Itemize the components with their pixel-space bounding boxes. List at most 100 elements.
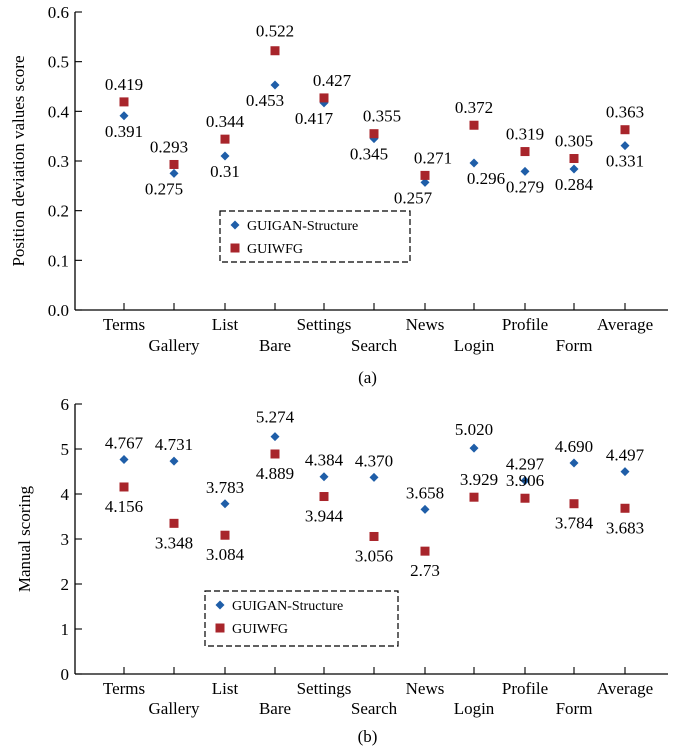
legend: GUIGAN-Structure GUIWFG (219, 210, 411, 263)
legend-entry: GUIWFG (232, 622, 288, 637)
point-guigan-structure (169, 456, 179, 466)
point-guigan-structure (319, 472, 329, 482)
y-tick-label: 0.6 (48, 3, 69, 22)
point-guigan-structure (420, 177, 430, 187)
point-guiwfg (220, 530, 230, 540)
point-guiwfg (319, 93, 329, 103)
point-guigan-structure (220, 151, 230, 161)
point-guiwfg (469, 120, 479, 130)
point-guigan-structure (119, 454, 129, 464)
point-guigan-structure (620, 467, 630, 477)
point-guiwfg (169, 159, 179, 169)
point-guigan-structure (620, 141, 630, 151)
data-label-guigan-structure: 5.020 (455, 420, 493, 439)
x-tick-label: List (212, 679, 239, 698)
point-guiwfg (569, 154, 579, 164)
legend: GUIGAN-Structure GUIWFG (204, 590, 399, 647)
point-guigan-structure (469, 443, 479, 453)
y-axis-label: Position deviation values score (9, 55, 28, 266)
legend-marker-square (215, 623, 225, 633)
x-tick-label: Bare (259, 699, 291, 718)
point-guigan-structure (270, 432, 280, 442)
x-tick-label: Login (454, 336, 495, 355)
x-tick-label: News (406, 315, 445, 334)
data-label-guiwfg: 0.427 (313, 71, 352, 90)
point-guiwfg (270, 449, 280, 459)
y-tick-label: 3 (61, 530, 70, 549)
point-guiwfg (569, 499, 579, 509)
point-guiwfg (469, 492, 479, 502)
point-guiwfg (119, 482, 129, 492)
point-guigan-structure (270, 80, 280, 90)
data-label-guiwfg: 3.056 (355, 546, 393, 565)
x-tick-label: Bare (259, 336, 291, 355)
data-label-guigan-structure: 0.345 (350, 145, 388, 164)
y-tick-label: 6 (61, 395, 70, 414)
legend-entry: GUIWFG (247, 242, 303, 257)
x-tick-label: Average (597, 315, 653, 334)
x-tick-label: Search (351, 699, 398, 718)
point-guiwfg (270, 46, 280, 56)
data-label-guigan-structure: 4.731 (155, 435, 193, 454)
point-guigan-structure (220, 499, 230, 509)
data-label-guiwfg: 3.784 (555, 514, 594, 533)
data-label-guigan-structure: 0.284 (555, 175, 594, 194)
y-tick-label: 0 (61, 665, 70, 684)
x-tick-label: Profile (502, 315, 548, 334)
y-tick-label: 0.2 (48, 202, 69, 221)
x-tick-label: Form (556, 699, 593, 718)
point-guigan-structure (569, 458, 579, 468)
data-label-guigan-structure: 0.257 (394, 188, 433, 207)
x-tick-label: Average (597, 679, 653, 698)
x-tick-label: Profile (502, 679, 548, 698)
y-tick-label: 2 (61, 575, 70, 594)
data-label-guiwfg: 3.929 (460, 470, 498, 489)
data-label-guigan-structure: 0.453 (246, 91, 284, 110)
point-guigan-structure (569, 164, 579, 174)
point-guiwfg (319, 492, 329, 502)
point-guiwfg (620, 503, 630, 513)
data-label-guiwfg: 0.522 (256, 22, 294, 41)
data-label-guiwfg: 0.419 (105, 75, 143, 94)
legend-box (219, 210, 411, 263)
point-guiwfg (369, 531, 379, 541)
point-guiwfg (169, 518, 179, 528)
x-tick-label: Gallery (149, 336, 200, 355)
data-label-guigan-structure: 5.274 (256, 408, 295, 427)
data-label-guiwfg: 0.372 (455, 98, 493, 117)
data-label-guiwfg: 3.084 (206, 545, 245, 564)
point-guiwfg (220, 134, 230, 144)
point-guiwfg (420, 170, 430, 180)
data-label-guigan-structure: 0.391 (105, 122, 143, 141)
data-label-guigan-structure: 0.417 (295, 109, 334, 128)
point-guigan-structure (369, 472, 379, 482)
x-tick-label: Login (454, 699, 495, 718)
point-guigan-structure (469, 158, 479, 168)
data-label-guigan-structure: 4.370 (355, 451, 393, 470)
data-label-guigan-structure: 4.384 (305, 451, 344, 470)
legend-entry: GUIGAN-Structure (232, 599, 343, 614)
y-axis-label: Manual scoring (15, 485, 34, 592)
panel-caption: (b) (358, 727, 378, 746)
legend-marker-diamond (230, 220, 240, 230)
y-tick-label: 5 (61, 440, 70, 459)
panel-caption: (a) (358, 368, 377, 387)
x-tick-label: Settings (297, 679, 352, 698)
point-guiwfg (520, 147, 530, 157)
point-guiwfg (119, 97, 129, 107)
point-guiwfg (620, 125, 630, 135)
x-tick-label: Form (556, 336, 593, 355)
data-label-guiwfg: 0.293 (150, 137, 188, 156)
x-tick-label: List (212, 315, 239, 334)
data-label-guigan-structure: 4.497 (606, 446, 645, 465)
legend-marker-square (230, 243, 240, 253)
data-label-guiwfg: 4.889 (256, 464, 294, 483)
point-guigan-structure (520, 476, 530, 486)
legend-marker-diamond (215, 600, 225, 610)
y-tick-label: 0.5 (48, 53, 69, 72)
data-label-guigan-structure: 0.296 (467, 169, 505, 188)
data-label-guiwfg: 3.683 (606, 518, 644, 537)
